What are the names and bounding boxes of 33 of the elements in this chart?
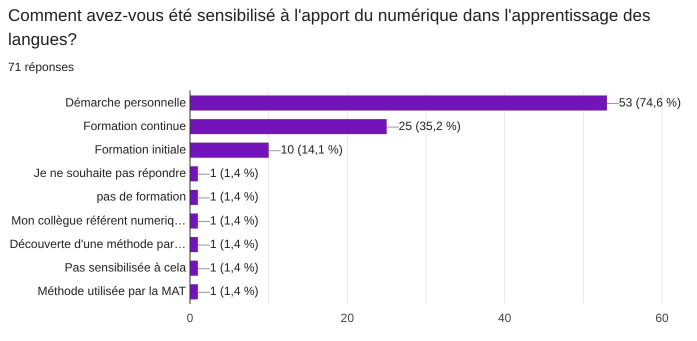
bar xyxy=(190,190,198,205)
bar xyxy=(190,260,198,276)
data-label: 1 (1,4 %) xyxy=(210,260,259,275)
y-tick-label: Méthode utilisée par la MAT xyxy=(37,284,187,298)
y-tick-label: Je ne souhaite pas répondre xyxy=(34,166,186,180)
bar xyxy=(190,237,198,252)
data-label: 1 (1,4 %) xyxy=(210,284,259,298)
data-label: 53 (74,6 %) xyxy=(618,95,681,110)
data-label: 1 (1,4 %) xyxy=(210,166,259,180)
data-label: 1 (1,4 %) xyxy=(210,236,259,251)
data-label: 1 (1,4 %) xyxy=(210,213,259,228)
data-label: 1 (1,4 %) xyxy=(210,190,259,204)
x-tick-label: 60 xyxy=(655,311,669,326)
bar xyxy=(190,213,198,229)
bar xyxy=(190,284,198,300)
y-tick-label: Formation initiale xyxy=(94,142,186,157)
x-tick-label: 20 xyxy=(340,311,354,326)
data-label: 25 (35,2 %) xyxy=(398,118,461,133)
chart-title: Comment avez-vous été sensibilisé à l'apport du numérique dans l'apprentissage des langues? xyxy=(8,5,652,51)
y-tick-label: Découverte d'une méthode par… xyxy=(10,236,186,251)
bar xyxy=(190,95,607,111)
bar xyxy=(190,166,198,182)
bar xyxy=(190,142,269,158)
bar xyxy=(190,119,387,134)
x-tick-label: 40 xyxy=(498,311,512,326)
data-label: 10 (14,1 %) xyxy=(280,142,343,157)
text: 71 réponses xyxy=(8,60,74,74)
x-tick-label: 0 xyxy=(186,311,194,326)
y-tick-label: Mon collègue référent numeriq… xyxy=(11,213,186,228)
y-tick-label: pas de formation xyxy=(96,190,186,204)
y-tick-label: Pas sensibilisée à cela xyxy=(64,260,186,275)
y-tick-label: Formation continue xyxy=(83,118,186,133)
y-tick-label: Démarche personnelle xyxy=(65,95,186,110)
